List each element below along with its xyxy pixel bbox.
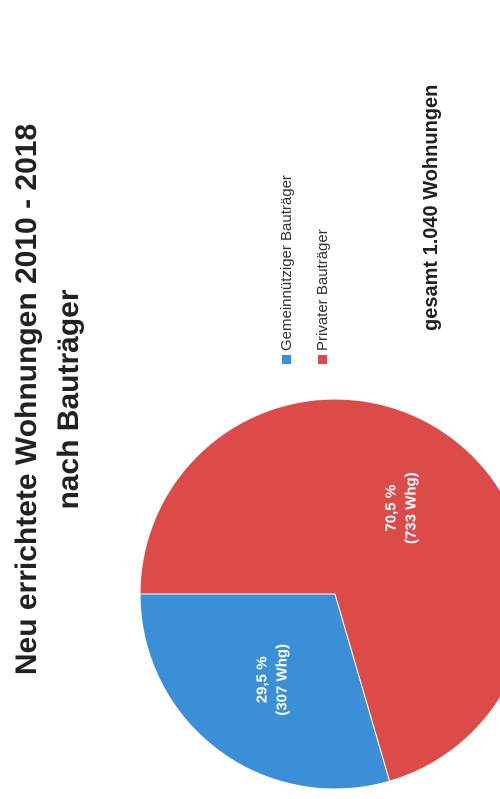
legend-label-privat: Privater Bauträger xyxy=(313,229,331,351)
legend-item-gemeinnuetzig: Gemeinnütziger Bauträger xyxy=(268,175,304,364)
chart-legend: Gemeinnütziger Bauträger Privater Bauträ… xyxy=(268,175,340,364)
legend-swatch-gemeinnuetzig xyxy=(281,355,291,364)
slice-label-count-1: (733 Whg) xyxy=(402,472,419,544)
pie-slice-1 xyxy=(139,398,500,782)
pie-slice-0 xyxy=(139,593,391,790)
legend-item-privat: Privater Bauträger xyxy=(304,175,340,364)
legend-swatch-privat xyxy=(317,355,327,364)
slice-label-percent-1: 70,5 % xyxy=(382,485,399,532)
legend-label-gemeinnuetzig: Gemeinnütziger Bauträger xyxy=(277,175,295,351)
total-note: gesamt 1.040 Wohnungen xyxy=(420,84,442,331)
slice-label-count-0: (307 Whg) xyxy=(274,644,291,716)
slice-label-percent-0: 29,5 % xyxy=(254,656,271,703)
